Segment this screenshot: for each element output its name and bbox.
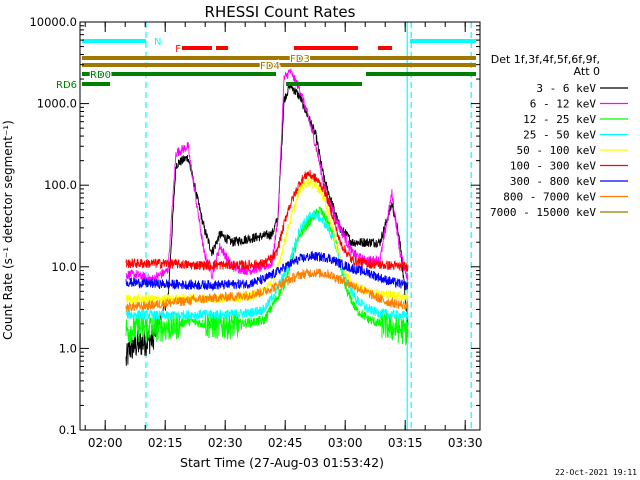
series-line-12-25keV <box>125 206 409 346</box>
generation-timestamp: 22-Oct-2021 19:11 <box>555 468 637 477</box>
series-line-6-12keV <box>125 68 409 285</box>
y-tick-label-0: 0.1 <box>59 423 77 437</box>
x-tick-label-3: 02:45 <box>268 436 303 450</box>
legend-label-7: 800 - 7000 keV <box>503 191 596 204</box>
chart-title: RHESSI Count Rates <box>205 3 356 21</box>
series-lines <box>125 68 409 366</box>
series-line-800-7000keV <box>125 268 409 312</box>
series-line-3-6keV <box>125 81 409 366</box>
status-bar-label-rd0: RD0 <box>90 70 111 81</box>
plot-frame <box>79 21 481 431</box>
time-markers <box>145 22 472 430</box>
x-tick-label-6: 03:30 <box>448 436 483 450</box>
legend-label-6: 300 - 800 keV <box>510 175 596 188</box>
legend-label-4: 50 - 100 keV <box>517 144 597 157</box>
status-bar-label-rd6: RD6 <box>56 80 77 91</box>
legend-label-3: 25 - 50 keV <box>523 129 596 142</box>
legend-header-0: Det 1f,3f,4f,5f,6f,9f, <box>491 53 600 66</box>
status-bar-label-fd3: FD3 <box>290 54 310 65</box>
status-bar-label-fd4: FD4 <box>260 61 280 72</box>
x-tick-label-4: 03:00 <box>328 436 363 450</box>
x-tick-label-0: 02:00 <box>88 436 123 450</box>
y-tick-label-3: 100.0 <box>44 178 77 192</box>
legend-label-5: 100 - 300 keV <box>510 160 596 173</box>
x-tick-label-1: 02:15 <box>148 436 183 450</box>
legend: Det 1f,3f,4f,5f,6f,9f,Att 0 3 - 6 keV 6 - … <box>490 53 628 219</box>
status-bars: N F FD3 FD4 RD0 RD6 <box>55 36 476 92</box>
y-tick-label-1: 1.0 <box>59 341 77 355</box>
legend-label-2: 12 - 25 keV <box>523 113 596 126</box>
series-line-100-300keV <box>125 169 409 272</box>
legend-label-8: 7000 - 15000 keV <box>490 206 596 219</box>
legend-header-1: Att 0 <box>574 65 600 78</box>
x-tick-label-5: 03:15 <box>388 436 423 450</box>
y-tick-label-5: 10000.0 <box>29 15 77 29</box>
y-tick-label-4: 1000.0 <box>37 97 77 111</box>
legend-label-0: 3 - 6 keV <box>536 82 596 95</box>
legend-label-1: 6 - 12 keV <box>530 98 597 111</box>
axes: 0.1 1.0 10.0 100.0 1000.0 10000.0 02:00 02:15 02… <box>29 15 482 450</box>
x-axis-label: Start Time (27-Aug-03 01:53:42) <box>180 455 384 470</box>
status-bar-label-n: N <box>154 37 161 48</box>
y-axis-label: Count Rate (s⁻¹ detector segment⁻¹) <box>1 120 15 340</box>
series-line-300-800keV <box>125 250 409 292</box>
y-tick-label-2: 10.0 <box>51 260 77 274</box>
x-tick-label-2: 02:30 <box>208 436 243 450</box>
status-bar-label-f: F <box>175 44 181 55</box>
series-line-25-50keV <box>125 210 409 321</box>
